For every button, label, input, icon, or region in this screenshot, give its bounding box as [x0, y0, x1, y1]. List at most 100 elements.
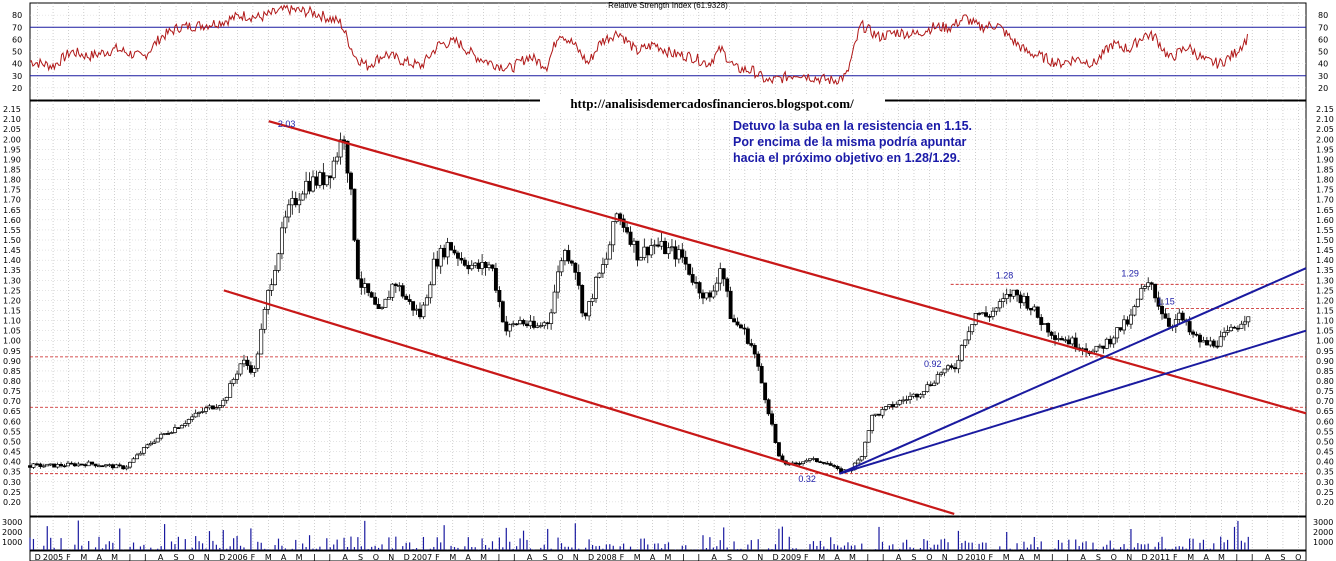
month-label: A — [1080, 553, 1086, 561]
candle-body — [594, 276, 598, 299]
candle-body — [732, 318, 737, 323]
candle-body — [459, 257, 464, 261]
candle-body — [366, 283, 371, 293]
candle-body — [1028, 307, 1033, 311]
candles — [28, 132, 1251, 474]
candle-body — [462, 259, 467, 266]
price-tick-right: 1.85 — [1316, 165, 1334, 174]
rsi-tick-right: 50 — [1318, 48, 1328, 57]
rsi-ticks: 20 20 30 30 40 40 50 50 60 60 70 70 80 80 — [12, 11, 1328, 93]
month-label: D — [35, 553, 41, 561]
candle-body — [414, 308, 419, 311]
candle-body — [445, 242, 450, 258]
candle-body — [1139, 288, 1144, 300]
candle-body — [76, 463, 81, 467]
candle-body — [349, 172, 353, 190]
candle-body — [521, 320, 526, 325]
candle-body — [435, 258, 440, 267]
candle-body — [970, 324, 975, 333]
candle-body — [856, 459, 861, 464]
candle-body — [763, 382, 768, 401]
month-label: S — [358, 553, 363, 561]
candle-body — [1049, 331, 1054, 336]
month-label: J — [128, 553, 131, 561]
price-tick-left: 0.35 — [3, 468, 21, 477]
month-label: F — [1173, 553, 1178, 561]
candle-body — [456, 252, 460, 259]
candle-body — [1059, 338, 1064, 341]
candle-body — [597, 272, 602, 278]
candle-body — [286, 204, 291, 218]
candle-body — [107, 464, 112, 467]
candle-body — [583, 312, 588, 317]
candle-body — [711, 290, 716, 298]
price-ticks-right: 0.200.250.300.350.400.45 0.500.550.600.65… — [1316, 105, 1334, 507]
candle-body — [204, 407, 208, 412]
candle-body — [663, 240, 667, 255]
candle-body — [1239, 323, 1244, 329]
candle-body — [1122, 319, 1126, 331]
price-tick-left: 1.10 — [3, 317, 21, 326]
price-tick-left: 2.05 — [3, 125, 21, 134]
candle-body — [190, 416, 195, 420]
candle-body — [176, 427, 181, 429]
candle-body — [131, 458, 136, 463]
candle-body — [304, 180, 309, 195]
candle-body — [808, 458, 812, 461]
candle-body — [490, 264, 495, 269]
candle-body — [866, 430, 871, 443]
month-label: S — [1280, 553, 1285, 561]
rsi-tick-right: 40 — [1318, 60, 1328, 69]
candle-body — [911, 393, 916, 397]
price-tick-right: 0.40 — [1316, 458, 1334, 467]
price-tick-right: 1.00 — [1316, 337, 1334, 346]
month-label: F — [435, 553, 440, 561]
candle-body — [1032, 306, 1037, 311]
candle-body — [921, 391, 926, 395]
candle-body — [773, 423, 778, 443]
candle-body — [1135, 298, 1140, 307]
candle-body — [749, 343, 754, 346]
candle-body — [725, 278, 730, 292]
price-tick-right: 1.40 — [1316, 256, 1334, 265]
month-label: J — [1066, 553, 1069, 561]
candle-body — [1094, 345, 1099, 352]
x-axis-frame — [29, 550, 1307, 561]
candle-body — [987, 315, 992, 318]
candle-body — [1042, 323, 1047, 325]
candle-body — [1097, 345, 1102, 348]
price-tick-right: 0.90 — [1316, 357, 1334, 366]
candle-body — [531, 320, 536, 328]
price-tick-right: 0.85 — [1316, 367, 1334, 376]
candle-body — [1229, 326, 1233, 332]
month-label: M — [449, 553, 456, 561]
price-tick-left: 1.95 — [3, 145, 21, 154]
month-label: S — [542, 553, 547, 561]
month-label: M — [634, 553, 641, 561]
candle-body — [676, 249, 681, 260]
candle-body — [638, 257, 643, 261]
candle-body — [317, 172, 322, 186]
price-tick-right: 0.95 — [1316, 347, 1334, 356]
candle-body — [825, 462, 830, 465]
candle-body — [632, 240, 636, 245]
candle-body — [569, 260, 574, 264]
candle-body — [828, 463, 833, 466]
candle-body — [621, 218, 626, 228]
candle-body — [562, 250, 567, 262]
candle-body — [1118, 327, 1123, 331]
candle-body — [162, 433, 167, 435]
candle-body — [380, 307, 384, 309]
candle-body — [307, 180, 312, 192]
month-label: J — [866, 553, 869, 561]
candle-body — [55, 464, 60, 468]
candle-body — [238, 363, 243, 375]
rsi-tick-left: 80 — [12, 11, 22, 20]
candle-body — [801, 461, 806, 464]
candle-body — [138, 452, 143, 456]
candle-body — [1246, 316, 1251, 323]
candle-body — [956, 359, 961, 370]
month-label: S — [174, 553, 179, 561]
candle-body — [552, 291, 557, 314]
month-label: A — [465, 553, 471, 561]
